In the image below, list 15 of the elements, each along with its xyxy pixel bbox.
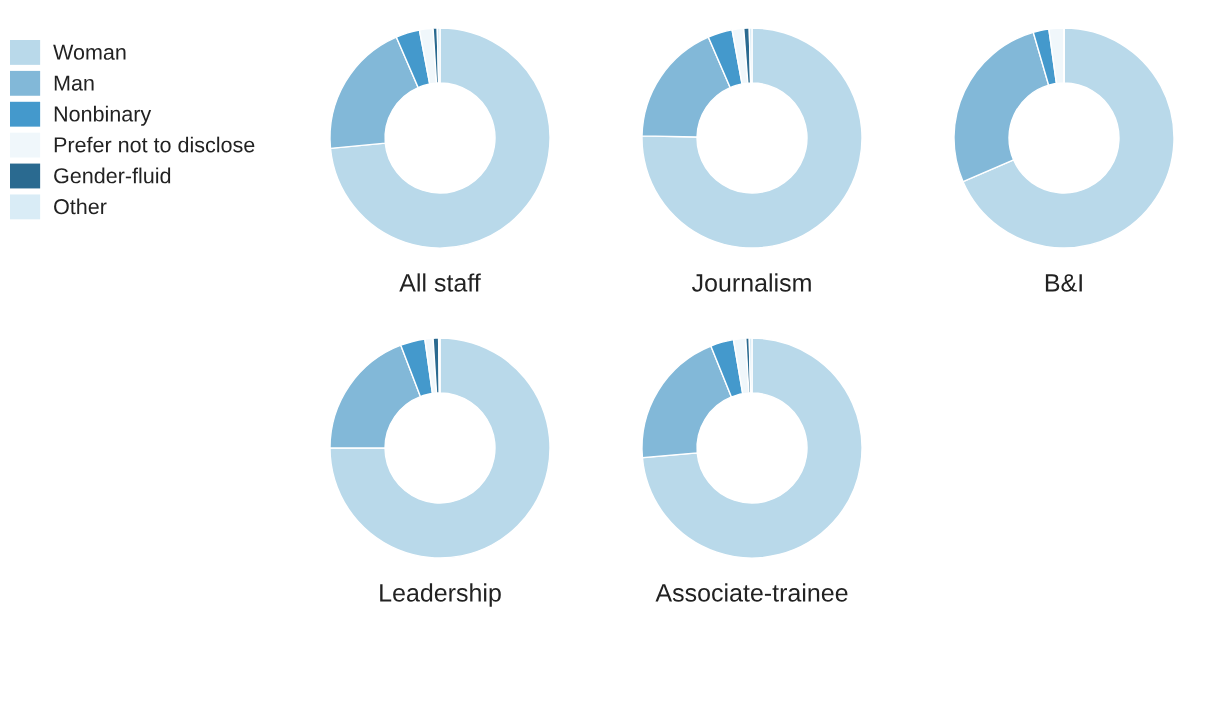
legend-label: Gender-fluid bbox=[54, 167, 171, 184]
donut-slice bbox=[329, 27, 551, 249]
text: All staff bbox=[399, 273, 481, 292]
text: B&I bbox=[1045, 274, 1082, 292]
donut-slice bbox=[641, 337, 863, 559]
text: Associate-trainee bbox=[655, 583, 848, 602]
legend-label: Nonbinary bbox=[54, 105, 152, 126]
text: Leadership bbox=[380, 583, 501, 607]
donut-slice bbox=[641, 27, 863, 249]
donut-slice bbox=[329, 337, 551, 559]
text: Journalism bbox=[691, 273, 811, 292]
legend-label: Prefer not to disclose bbox=[54, 136, 255, 153]
legend-label: Other bbox=[54, 198, 107, 215]
legend-label: Woman bbox=[53, 44, 126, 60]
legend-label: Man bbox=[54, 75, 94, 91]
